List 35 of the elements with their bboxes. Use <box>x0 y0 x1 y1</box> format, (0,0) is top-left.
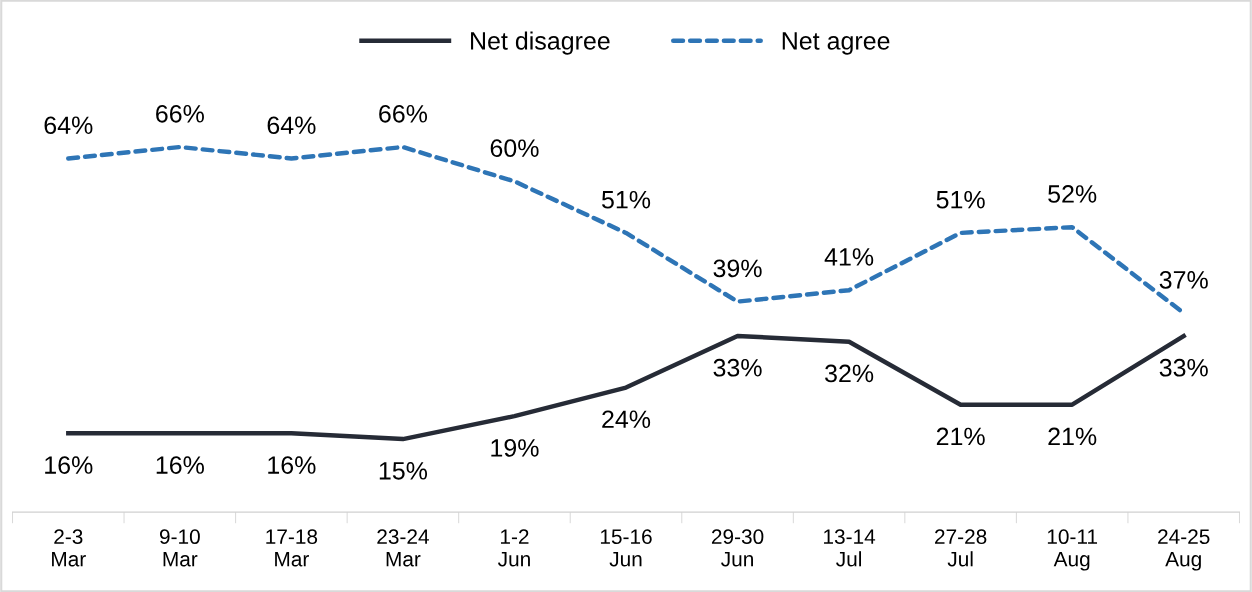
x-tick-label: 24-25 Aug <box>1158 529 1210 571</box>
data-label: 33% <box>1159 358 1208 377</box>
data-label: 33% <box>713 358 762 377</box>
data-label: 32% <box>825 364 874 383</box>
x-tick-label: 2-3 Mar <box>52 529 86 567</box>
data-label: 16% <box>45 456 93 474</box>
x-tick-label: 27-28 Jul <box>935 529 987 567</box>
x-tick-label: 1-2 Jun <box>497 529 530 567</box>
x-tick-label: 10-11 Aug <box>1047 529 1098 571</box>
data-label: 24% <box>602 410 651 429</box>
data-label: 41% <box>824 248 874 266</box>
data-label: 51% <box>601 190 651 209</box>
data-label: 66% <box>156 104 204 123</box>
data-label: 52% <box>1048 185 1097 203</box>
data-label: 15% <box>379 462 428 480</box>
data-label: 64% <box>44 116 93 135</box>
data-label: 39% <box>713 259 762 278</box>
data-label: 16% <box>268 456 316 474</box>
data-label: 51% <box>936 190 985 209</box>
legend-label: Net agree <box>782 32 890 55</box>
data-label: 37% <box>1159 270 1208 289</box>
data-label: 60% <box>490 139 539 157</box>
data-label: 64% <box>267 116 316 135</box>
x-tick-label: 29-30 Jun <box>711 529 764 567</box>
x-tick-label: 23-24 Mar <box>377 529 429 567</box>
data-label: 19% <box>491 439 539 457</box>
x-tick-label: 17-18 Mar <box>266 529 318 567</box>
x-tick-label: 9-10 Mar <box>159 529 200 567</box>
data-label: 66% <box>379 104 428 123</box>
x-tick-label: 13-14 Jul <box>824 529 876 567</box>
legend-label: Net disagree <box>471 31 610 55</box>
data-label: 21% <box>936 427 985 446</box>
data-label: 16% <box>156 456 204 474</box>
x-tick-label: 15-16 Jun <box>600 529 652 567</box>
data-label: 21% <box>1048 427 1097 446</box>
